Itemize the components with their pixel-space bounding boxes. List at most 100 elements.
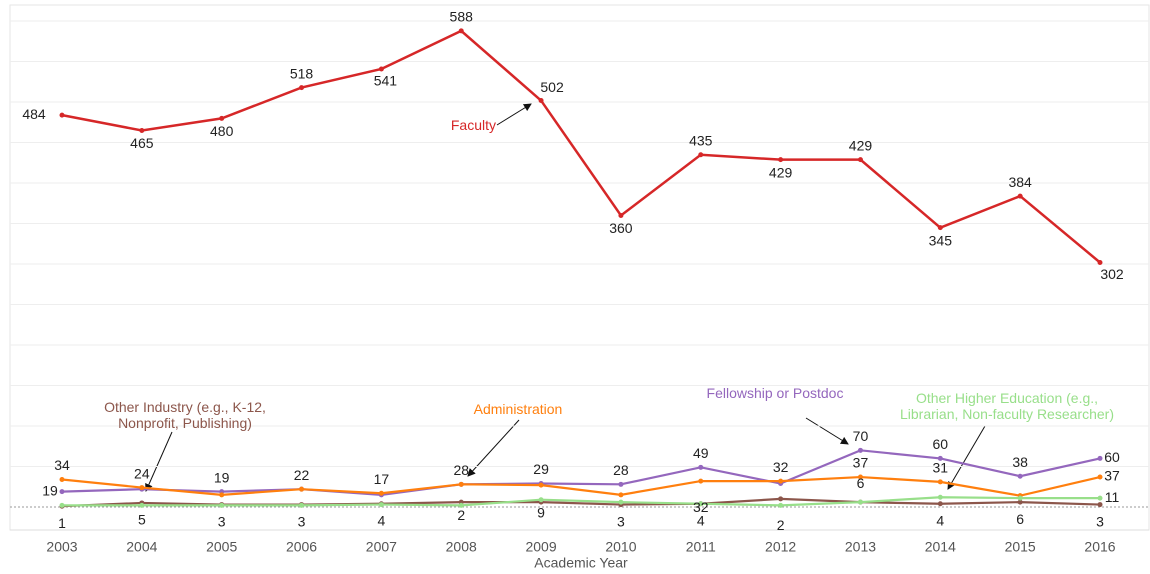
data-label: 3: [218, 513, 226, 529]
x-tick-label: 2004: [126, 539, 157, 555]
data-label: 24: [134, 465, 150, 481]
data-label: 6: [1016, 511, 1024, 527]
point: [378, 502, 384, 508]
data-label: 360: [609, 220, 633, 236]
x-tick-label: 2008: [446, 539, 477, 555]
series-line: [61, 475, 1101, 497]
point: [538, 497, 544, 503]
point: [857, 499, 863, 505]
data-label: 384: [1008, 174, 1032, 190]
x-tick-label: 2006: [286, 539, 317, 555]
arrow: [496, 103, 532, 126]
data-label: 28: [613, 462, 629, 478]
point: [618, 481, 624, 487]
data-label: 4: [697, 512, 705, 528]
point: [1097, 259, 1103, 265]
annotation: Faculty: [450, 117, 496, 133]
data-label: 502: [540, 79, 564, 95]
point: [59, 476, 65, 482]
data-label: 32: [773, 459, 789, 475]
point: [378, 490, 384, 496]
data-label: 2: [777, 517, 785, 533]
annotation-arrows: [145, 103, 986, 492]
arrow: [145, 431, 173, 492]
point: [458, 481, 464, 487]
data-label: 3: [617, 513, 625, 529]
data-label: 435: [689, 132, 713, 148]
point: [857, 447, 863, 453]
point: [1017, 495, 1023, 501]
point: [937, 494, 943, 500]
point: [378, 66, 384, 72]
data-label: 6: [857, 475, 865, 491]
point: [299, 85, 305, 91]
data-label: 31: [933, 460, 949, 476]
point: [937, 455, 943, 461]
point: [698, 152, 704, 158]
point: [857, 157, 863, 163]
point: [618, 213, 624, 219]
x-tick-label: 2016: [1084, 539, 1115, 555]
data-label: 49: [693, 445, 709, 461]
data-label: 4: [377, 512, 385, 528]
data-label: 29: [533, 461, 549, 477]
point: [1017, 499, 1023, 505]
point: [299, 502, 305, 508]
annotation: Fellowship or Postdoc: [706, 385, 844, 401]
point: [139, 485, 145, 491]
point: [219, 502, 225, 508]
data-label: 34: [54, 457, 70, 473]
plot-frame: [9, 4, 1150, 531]
data-label: 518: [290, 65, 314, 81]
data-label: 60: [933, 436, 949, 452]
point: [139, 128, 145, 133]
data-label: 17: [374, 471, 390, 487]
data-label: 345: [929, 232, 953, 248]
point: [937, 225, 943, 231]
series-line: [61, 29, 1101, 264]
data-label: 4: [936, 512, 944, 528]
point: [59, 489, 65, 495]
point: [1097, 455, 1103, 461]
x-tick-label: 2010: [605, 539, 636, 555]
point: [139, 502, 145, 508]
data-label: 465: [130, 135, 154, 151]
point: [219, 115, 225, 121]
arrow: [467, 419, 520, 477]
x-tick-label: 2003: [46, 539, 77, 555]
point: [59, 112, 65, 118]
point: [538, 98, 544, 104]
annotation: Other Industry (e.g., K-12, Nonprofit, P…: [104, 399, 266, 431]
point: [778, 478, 784, 484]
data-label: 19: [42, 482, 58, 498]
data-label: 1: [58, 515, 66, 531]
data-label: 2: [457, 507, 465, 523]
point: [698, 478, 704, 484]
data-label: 9: [537, 504, 545, 520]
point: [778, 496, 784, 502]
arrow: [947, 425, 986, 490]
data-label: 3: [1096, 513, 1104, 529]
data-label: 541: [374, 73, 398, 89]
data-label: 484: [22, 106, 46, 122]
x-tick-label: 2012: [765, 539, 796, 555]
series-line: [62, 496, 1100, 507]
point: [219, 492, 225, 498]
point: [299, 486, 305, 492]
point: [59, 502, 65, 508]
data-label: 480: [210, 123, 234, 139]
point: [458, 502, 464, 508]
data-label: 38: [1012, 454, 1028, 470]
data-label: 60: [1104, 449, 1120, 465]
data-label: 28: [453, 462, 469, 478]
data-label: 5: [138, 512, 146, 528]
arrow: [805, 417, 849, 445]
point: [778, 502, 784, 508]
x-axis-title: Academic Year: [534, 555, 628, 571]
point: [1097, 495, 1103, 501]
point: [1097, 474, 1103, 480]
data-label: 19: [214, 469, 230, 485]
point: [937, 501, 943, 507]
x-tick-label: 2013: [845, 539, 876, 555]
